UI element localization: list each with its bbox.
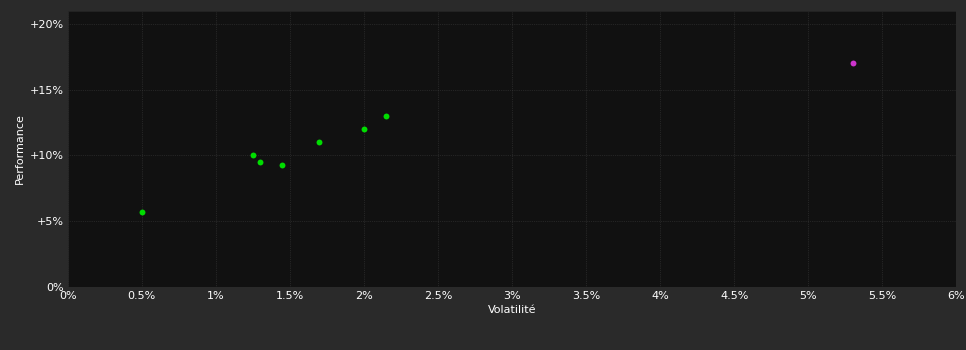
Point [845, 60, 861, 66]
Point [252, 159, 268, 165]
X-axis label: Volatilité: Volatilité [488, 305, 536, 315]
Point [379, 113, 394, 119]
Point [134, 209, 150, 215]
Y-axis label: Performance: Performance [15, 113, 25, 184]
Point [356, 126, 372, 132]
Point [274, 162, 290, 167]
Point [245, 153, 261, 158]
Point [312, 139, 327, 145]
